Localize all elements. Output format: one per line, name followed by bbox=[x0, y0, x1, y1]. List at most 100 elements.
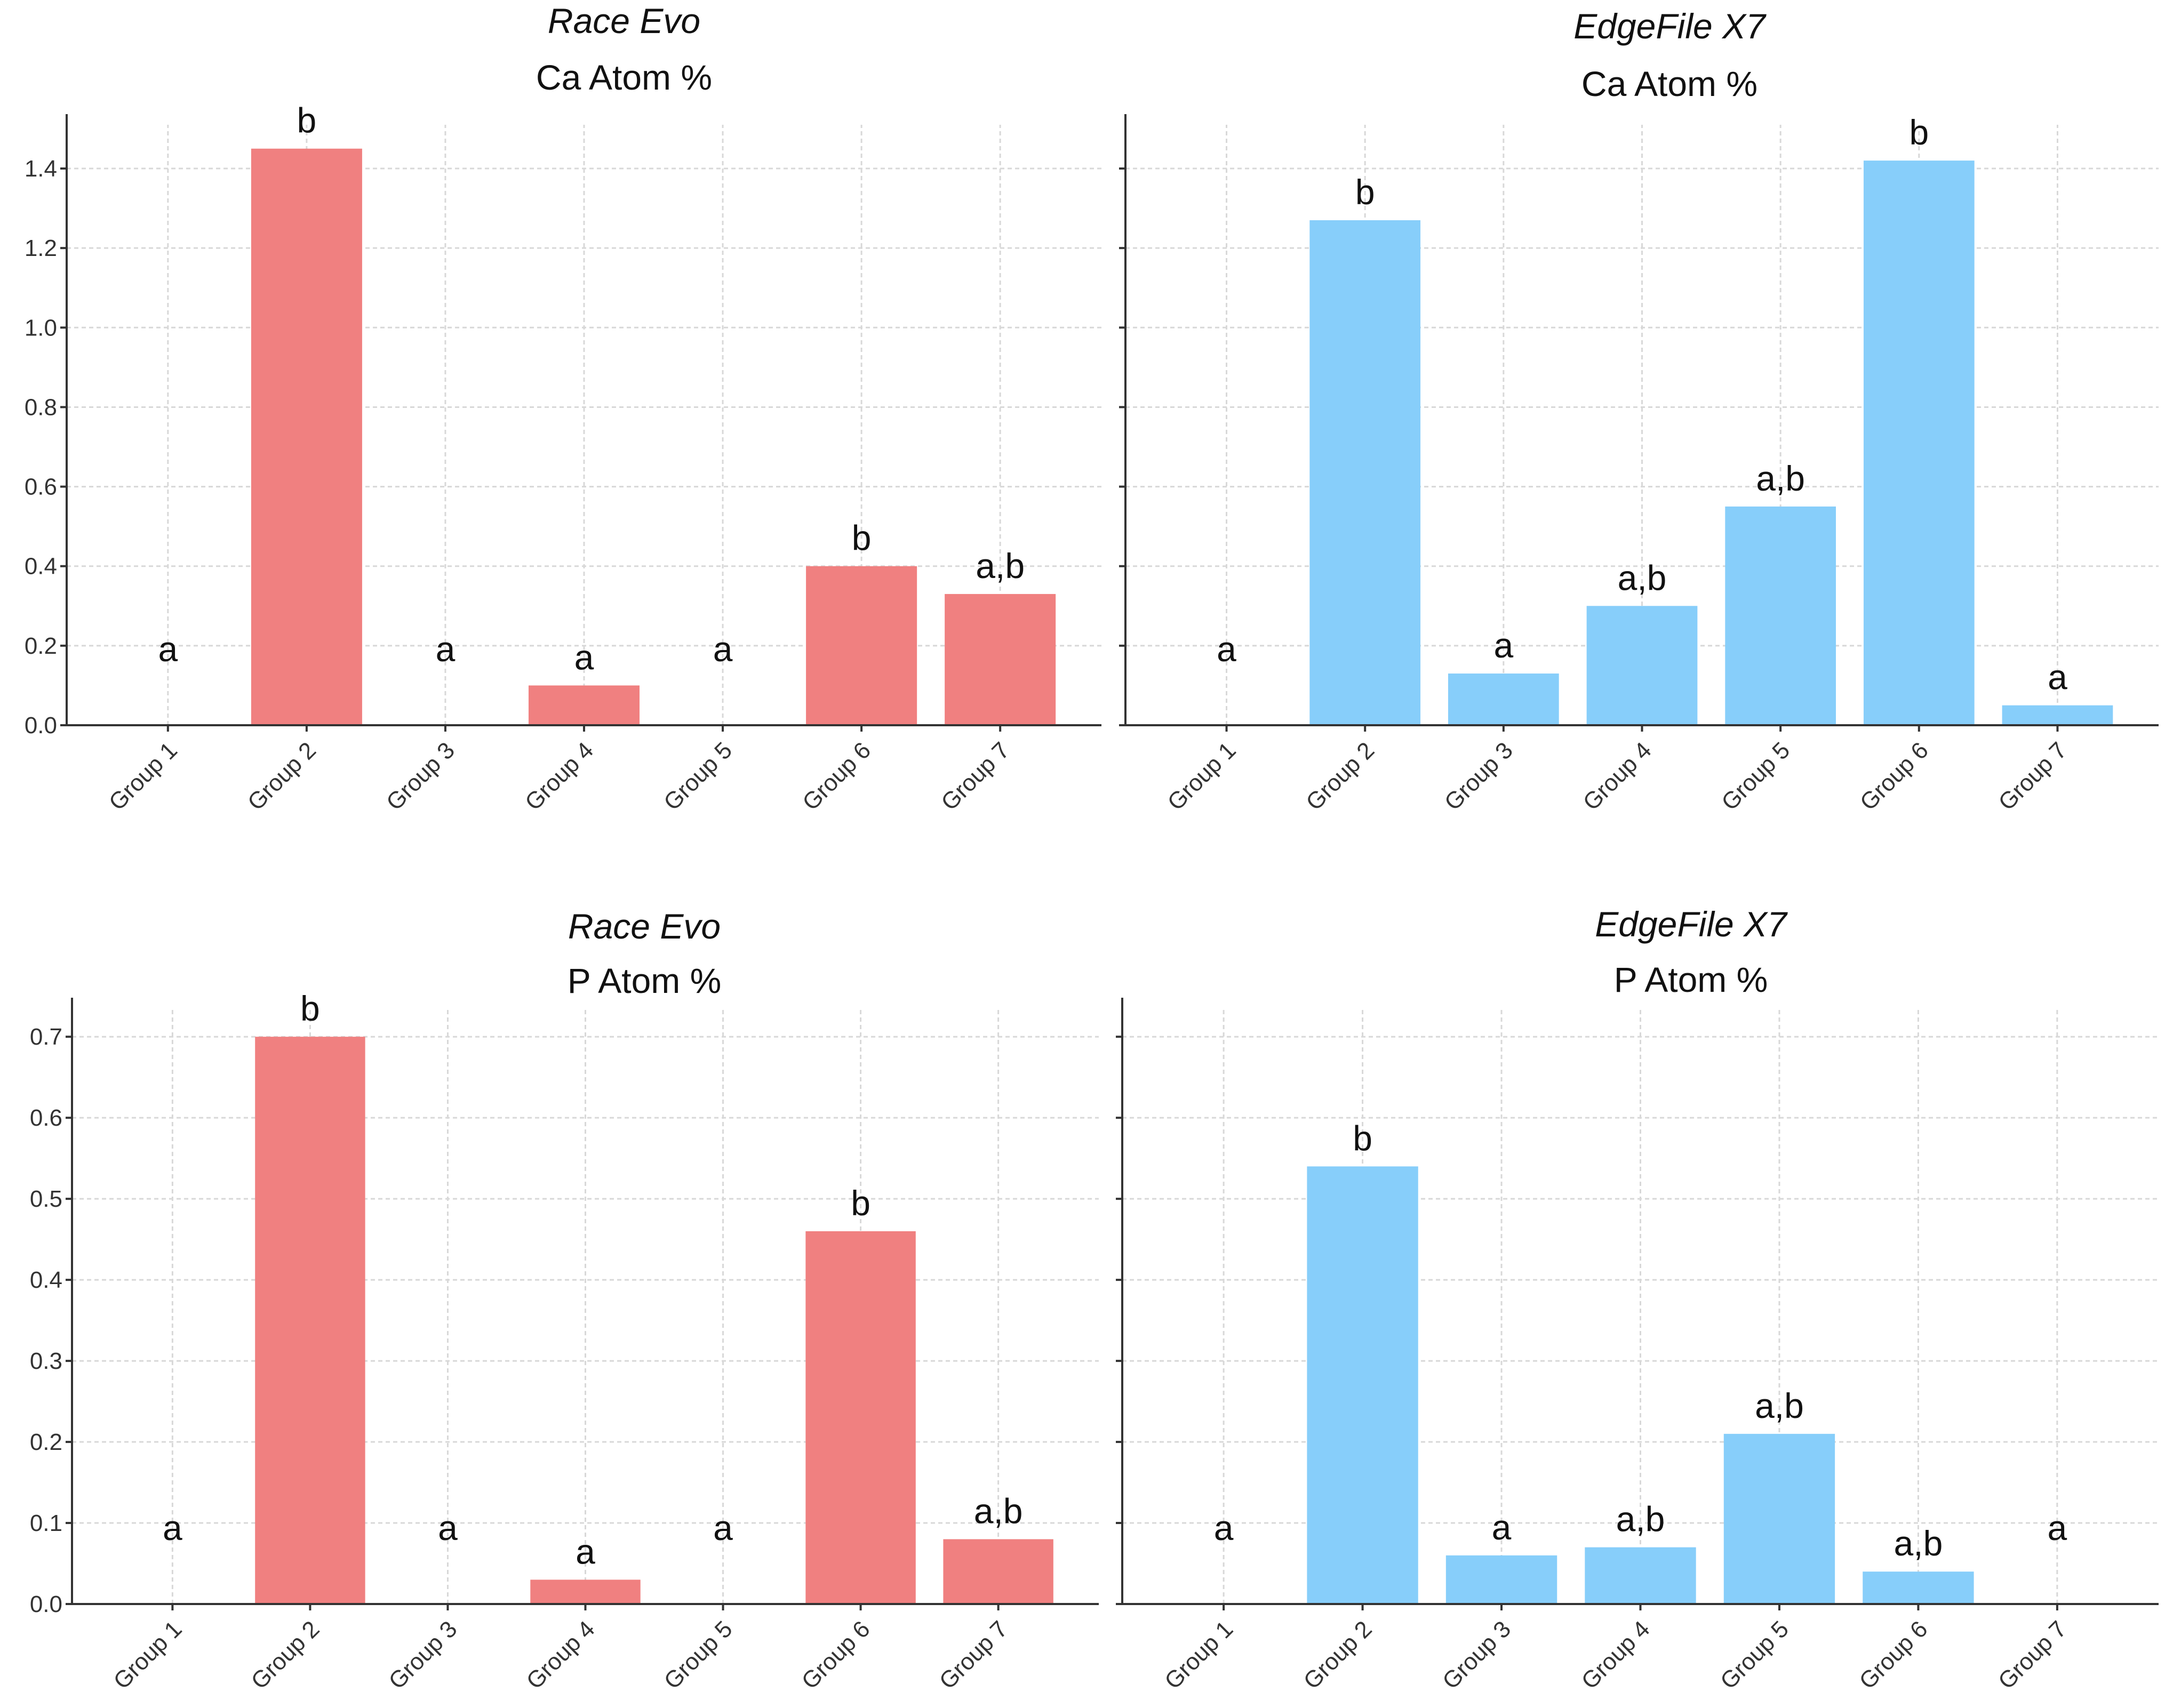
x-tick-label: Group 5 bbox=[1716, 737, 1795, 815]
significance-label: a bbox=[574, 637, 594, 677]
x-tick-label: Group 4 bbox=[1578, 737, 1657, 815]
bar-group-3 bbox=[1445, 1555, 1557, 1604]
bar-group-2 bbox=[251, 148, 362, 726]
x-tick-label: Group 7 bbox=[934, 1616, 1013, 1694]
x-tick-label: Group 4 bbox=[1577, 1616, 1655, 1694]
x-tick-label: Group 3 bbox=[384, 1616, 462, 1694]
bar-group-6 bbox=[805, 1231, 916, 1604]
x-tick-label: Group 7 bbox=[936, 737, 1014, 815]
bar-group-7 bbox=[2002, 705, 2113, 725]
bar-group-2 bbox=[1307, 1166, 1418, 1604]
significance-label: a,b bbox=[1894, 1523, 1943, 1563]
chart-panel-1: Race Evo Ca Atom % 0.0 0.2 0.4 0.6 0.8 1.0 1.2 1.… bbox=[25, 1, 1101, 815]
bar-group-6 bbox=[1863, 161, 1975, 726]
x-tick-label: Group 6 bbox=[1855, 737, 1934, 815]
chart-panel-3: Race Evo P Atom % 0.0 0.1 0.2 0.3 0.4 0.5 0.6 0.7… bbox=[30, 907, 1099, 1694]
x-tick-label: Group 1 bbox=[1163, 737, 1241, 815]
significance-label: a,b bbox=[1616, 1499, 1665, 1539]
bar-group-6 bbox=[1863, 1571, 1974, 1604]
significance-label: a bbox=[1493, 626, 1513, 665]
significance-label: b bbox=[851, 1183, 870, 1223]
y-tick-label: 0.0 bbox=[25, 712, 57, 739]
bar-group-2 bbox=[255, 1037, 365, 1604]
y-tick-label: 0.1 bbox=[30, 1510, 62, 1536]
chart-subtitle: P Atom % bbox=[568, 961, 722, 1000]
y-tick-label: 1.4 bbox=[25, 156, 57, 182]
x-tick-label: Group 2 bbox=[243, 737, 321, 815]
significance-label: a bbox=[2048, 1508, 2067, 1547]
significance-label: b bbox=[852, 518, 872, 558]
x-tick-label: Group 1 bbox=[1160, 1616, 1238, 1694]
bar-group-4 bbox=[1585, 1547, 1696, 1604]
significance-label: a,b bbox=[1755, 1386, 1804, 1425]
bar-group-5 bbox=[1725, 506, 1836, 725]
x-tick-label: Group 4 bbox=[520, 737, 598, 815]
significance-label: a bbox=[1214, 1508, 1234, 1547]
significance-label: a bbox=[163, 1508, 182, 1547]
chart-subtitle: P Atom % bbox=[1614, 960, 1768, 999]
y-tick-label: 0.3 bbox=[30, 1348, 62, 1374]
x-tick-label: Group 6 bbox=[797, 737, 876, 815]
significance-label: a bbox=[713, 629, 733, 669]
x-tick-label: Group 3 bbox=[1437, 1616, 1516, 1694]
y-tick-label: 0.2 bbox=[30, 1429, 62, 1455]
x-tick-label: Group 4 bbox=[522, 1616, 600, 1694]
bar-group-3 bbox=[1448, 673, 1559, 725]
bar-group-7 bbox=[945, 594, 1056, 725]
significance-label: a bbox=[1492, 1507, 1512, 1547]
significance-label: b bbox=[1355, 172, 1375, 212]
x-tick-label: Group 6 bbox=[797, 1616, 875, 1694]
x-tick-label: Group 2 bbox=[246, 1616, 324, 1694]
x-tick-label: Group 2 bbox=[1299, 1616, 1377, 1694]
chart-panel-4: EdgeFile X7 P Atom % a Group 1 b Group 2 a Grou… bbox=[1116, 904, 2159, 1694]
significance-label: a,b bbox=[1618, 558, 1667, 597]
bar-group-2 bbox=[1309, 220, 1421, 725]
significance-label: a bbox=[1217, 629, 1236, 669]
x-tick-label: Group 3 bbox=[1440, 737, 1518, 815]
x-tick-label: Group 7 bbox=[1993, 1616, 2072, 1694]
x-tick-label: Group 5 bbox=[1715, 1616, 1794, 1694]
x-tick-label: Group 6 bbox=[1854, 1616, 1932, 1694]
bar-group-6 bbox=[806, 566, 917, 725]
y-tick-label: 0.8 bbox=[25, 394, 57, 420]
x-tick-label: Group 3 bbox=[381, 737, 460, 815]
bar-group-4 bbox=[530, 1579, 641, 1604]
y-tick-label: 0.6 bbox=[25, 474, 57, 500]
significance-label: a bbox=[158, 629, 178, 669]
significance-label: a,b bbox=[1756, 459, 1805, 498]
bar-group-7 bbox=[943, 1539, 1053, 1604]
significance-label: b bbox=[1353, 1118, 1372, 1158]
y-tick-label: 1.2 bbox=[25, 235, 57, 261]
y-tick-label: 0.4 bbox=[25, 554, 57, 580]
chart-subtitle: Ca Atom % bbox=[536, 58, 712, 97]
chart-title: Race Evo bbox=[568, 907, 721, 946]
significance-label: a,b bbox=[976, 546, 1025, 586]
chart-title: EdgeFile X7 bbox=[1595, 904, 1788, 944]
x-tick-label: Group 5 bbox=[659, 737, 737, 815]
significance-label: a bbox=[2048, 657, 2067, 697]
y-tick-label: 0.6 bbox=[30, 1105, 62, 1131]
significance-label: b bbox=[297, 101, 317, 140]
y-tick-label: 0.7 bbox=[30, 1024, 62, 1050]
bar-group-4 bbox=[1586, 606, 1698, 725]
x-tick-label: Group 1 bbox=[108, 1616, 187, 1694]
y-tick-label: 0.5 bbox=[30, 1186, 62, 1212]
chart-panel-2: EdgeFile X7 Ca Atom % a Group 1 b Group 2 a Gro… bbox=[1119, 6, 2159, 815]
significance-label: a bbox=[713, 1508, 733, 1547]
significance-label: b bbox=[300, 989, 320, 1028]
bar-group-5 bbox=[1723, 1433, 1835, 1604]
significance-label: a bbox=[576, 1531, 595, 1571]
y-tick-label: 0.4 bbox=[30, 1267, 62, 1293]
x-tick-label: Group 1 bbox=[104, 737, 182, 815]
x-tick-label: Group 7 bbox=[1993, 737, 2072, 815]
y-tick-label: 0.0 bbox=[30, 1591, 62, 1617]
chart-title: EdgeFile X7 bbox=[1573, 6, 1767, 46]
y-tick-label: 1.0 bbox=[25, 315, 57, 341]
chart-title: Race Evo bbox=[548, 1, 700, 41]
significance-label: a bbox=[436, 629, 456, 669]
significance-label: a,b bbox=[974, 1491, 1023, 1530]
y-tick-label: 0.2 bbox=[25, 633, 57, 659]
x-tick-label: Group 2 bbox=[1301, 737, 1379, 815]
chart-subtitle: Ca Atom % bbox=[1581, 64, 1757, 103]
